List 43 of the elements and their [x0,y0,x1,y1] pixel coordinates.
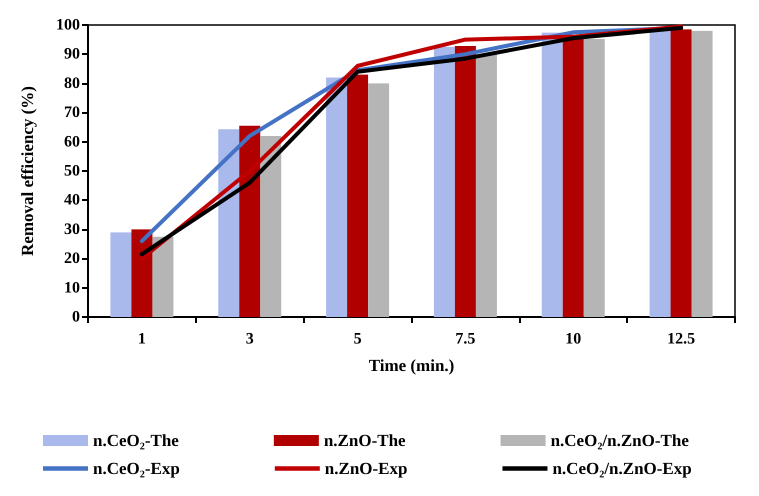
bar [650,28,671,317]
bar [542,32,563,317]
bar [326,78,348,317]
bar [434,46,455,317]
bar [218,129,240,317]
legend-label: n.ZnO-The [324,431,406,450]
bar [347,74,368,317]
y-tick-label: 50 [64,162,80,180]
bar [239,126,260,317]
y-axis-title: Removal efficiency (%) [18,86,37,256]
y-tick-label: 30 [64,220,80,238]
bar [584,39,605,317]
x-tick-label: 12.5 [667,330,696,348]
x-tick-label: 5 [354,330,362,348]
x-tick-label: 10 [565,330,582,348]
bar [368,83,390,317]
y-tick-label: 0 [72,308,80,326]
y-tick-label: 70 [64,104,80,122]
legend-label: n.ZnO-Exp [324,459,408,478]
x-tick-label: 7.5 [455,330,476,348]
x-axis-title: Time (min.) [368,356,454,375]
y-tick-label: 10 [64,279,80,296]
y-tick-label: 90 [64,46,80,63]
y-tick-label: 100 [56,16,80,34]
y-tick-label: 80 [64,74,80,92]
bar [152,236,174,317]
y-tick-label: 60 [64,133,80,150]
bar [454,46,476,317]
legend-label: n.CeO₂/n.ZnO-The [550,431,690,450]
x-tick-label: 3 [246,330,254,348]
bar [110,232,132,317]
bar [670,29,692,317]
legend-label: n.CeO₂-The [93,431,180,450]
bar [131,229,152,317]
y-tick-label: 20 [64,250,80,268]
legend-label: n.CeO₂-Exp [93,459,180,478]
bar [562,37,584,317]
legend-label: n.CeO₂/n.ZnO-Exp [552,459,692,478]
x-tick-label: 1 [138,330,146,348]
bar [260,136,282,317]
y-tick-label: 40 [64,192,80,209]
bar [692,30,713,317]
bar [476,54,497,317]
